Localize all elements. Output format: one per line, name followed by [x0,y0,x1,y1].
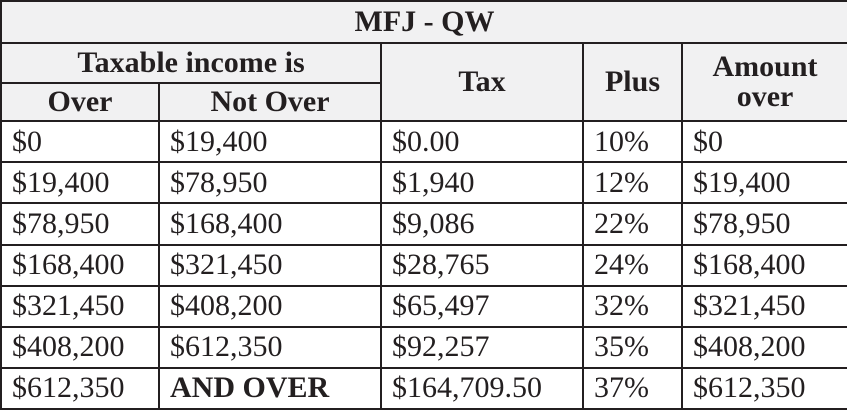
tax-cell: $164,709.50 [380,366,584,410]
over-header: Over [0,82,160,123]
amount-over-cell: $19,400 [680,161,847,205]
not-over-cell: $612,350 [158,325,382,369]
amount-over-cell: $78,950 [680,202,847,246]
plus-header: Plus [582,42,683,123]
table-row: $612,350 AND OVER $164,709.50 37% $612,3… [0,366,847,410]
amount-over-cell: $321,450 [680,284,847,328]
table-row: $78,950 $168,400 $9,086 22% $78,950 [0,202,847,246]
table-row: $168,400 $321,450 $28,765 24% $168,400 [0,243,847,287]
tax-cell: $65,497 [380,284,584,328]
tax-cell: $0.00 [380,120,584,164]
taxable-income-header: Taxable income is [0,42,382,85]
not-over-cell: $78,950 [158,161,382,205]
plus-cell: 10% [582,120,683,164]
over-cell: $19,400 [0,161,160,205]
plus-cell: 35% [582,325,683,369]
not-over-cell: AND OVER [158,366,382,410]
tax-cell: $92,257 [380,325,584,369]
not-over-cell: $408,200 [158,284,382,328]
tax-header: Tax [380,42,584,123]
table-title: MFJ - QW [0,0,847,45]
table-row: $408,200 $612,350 $92,257 35% $408,200 [0,325,847,369]
header-row-top: Taxable income is Tax Plus Amount over [0,42,847,123]
over-cell: $408,200 [0,325,160,369]
plus-cell: 32% [582,284,683,328]
tax-cell: $1,940 [380,161,584,205]
not-over-cell: $19,400 [158,120,382,164]
amount-over-header: Amount over [680,42,847,123]
plus-cell: 22% [582,202,683,246]
not-over-cell: $321,450 [158,243,382,287]
over-cell: $321,450 [0,284,160,328]
over-cell: $612,350 [0,366,160,410]
amount-over-cell: $408,200 [680,325,847,369]
title-row: MFJ - QW [0,0,847,45]
plus-cell: 24% [582,243,683,287]
amount-over-cell: $0 [680,120,847,164]
plus-cell: 12% [582,161,683,205]
tax-cell: $9,086 [380,202,584,246]
not-over-cell: $168,400 [158,202,382,246]
header-row-bottom: Over Not Over [0,82,847,123]
amount-over-header-line2: over [736,80,794,114]
tax-cell: $28,765 [380,243,584,287]
amount-over-cell: $612,350 [680,366,847,410]
table-row: $321,450 $408,200 $65,497 32% $321,450 [0,284,847,328]
plus-cell: 37% [582,366,683,410]
table-row: $0 $19,400 $0.00 10% $0 [0,120,847,164]
over-cell: $168,400 [0,243,160,287]
table-row: $19,400 $78,950 $1,940 12% $19,400 [0,161,847,205]
amount-over-cell: $168,400 [680,243,847,287]
over-cell: $0 [0,120,160,164]
over-cell: $78,950 [0,202,160,246]
amount-over-header-line1: Amount [712,50,818,84]
not-over-header: Not Over [158,82,382,123]
